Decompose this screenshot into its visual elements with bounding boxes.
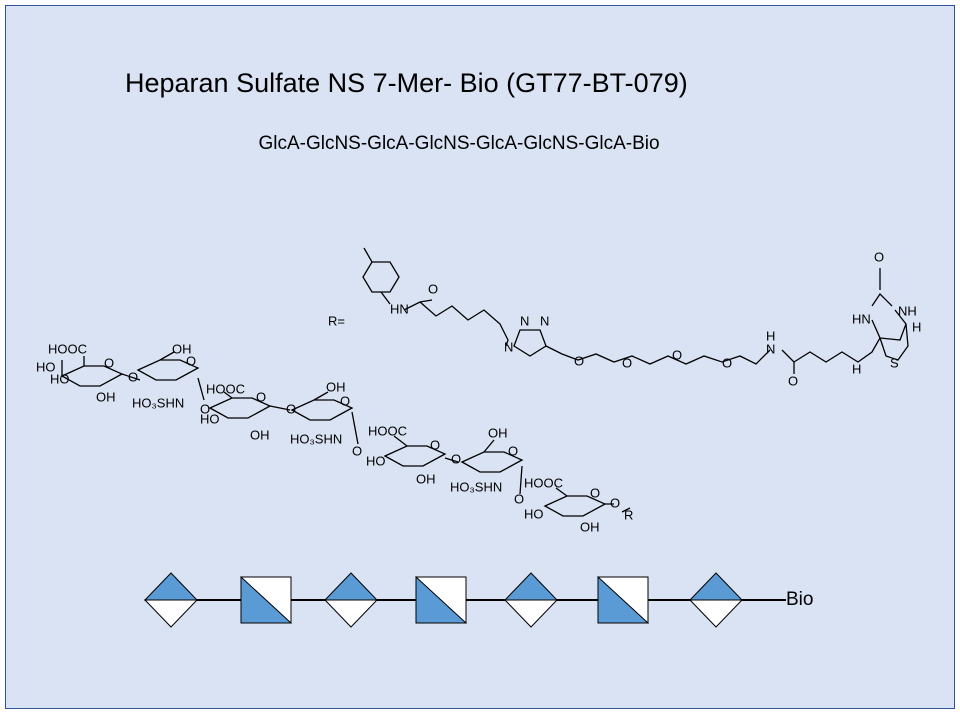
structure-label: O: [186, 353, 196, 368]
structure-label: O: [128, 369, 138, 384]
structure-label: O: [574, 353, 584, 368]
structure-label: OH: [488, 425, 508, 440]
square: [415, 575, 468, 624]
structure-label: HO: [36, 359, 56, 374]
structure-label: H: [912, 319, 921, 334]
structure-label: O: [428, 281, 438, 296]
oligosaccharide-structure: [61, 351, 631, 517]
structure-label: H: [852, 361, 861, 376]
structure-label: S: [890, 355, 899, 370]
linker-bonds: [363, 247, 909, 374]
square: [597, 575, 650, 624]
diamond: [143, 572, 199, 628]
structure-label: O: [508, 443, 518, 458]
structure-label: OH: [416, 471, 436, 486]
structure-label: HO₃SHN: [450, 479, 502, 494]
structure-label: O: [200, 401, 210, 416]
structure-label: O: [256, 389, 266, 404]
diamond: [503, 572, 559, 628]
structure-label: O: [451, 451, 461, 466]
structure-label: O: [430, 437, 440, 452]
structure-label: O: [352, 443, 362, 458]
structure-label: HOOC: [368, 423, 407, 438]
structure-label: OH: [326, 379, 346, 394]
structure-label: HN: [852, 311, 871, 326]
structure-label: O: [874, 249, 884, 264]
diamond: [323, 572, 379, 628]
structure-label: HO: [524, 506, 544, 521]
structure-label: HOOC: [206, 381, 245, 396]
structure-label: O: [672, 347, 682, 362]
subtitle: GlcA-GlcNS-GlcA-GlcNS-GlcA-GlcNS-GlcA-Bi…: [258, 133, 659, 154]
structure-label: O: [622, 355, 632, 370]
structure-label: O: [514, 491, 524, 506]
structure-label: N: [520, 313, 529, 328]
r-label: R=: [328, 313, 345, 328]
substituent-bonds: [61, 351, 568, 497]
symbol-chain: Bio: [143, 572, 813, 628]
bio-label: Bio: [786, 589, 813, 610]
structure-label: HOOC: [48, 341, 87, 356]
structure-label: OH: [96, 389, 116, 404]
structure-label: O: [286, 401, 296, 416]
structure-label: H: [766, 328, 775, 343]
structure-label: O: [610, 495, 620, 510]
structure-label: O: [722, 355, 732, 370]
structure-label: N: [540, 313, 549, 328]
structure-label: R: [624, 507, 633, 522]
structure-label: HO: [366, 453, 386, 468]
structure-label: N: [504, 339, 513, 354]
structure-label: O: [104, 355, 114, 370]
title: Heparan Sulfate NS 7-Mer- Bio (GT77-BT-0…: [125, 68, 688, 98]
structure-label: O: [788, 373, 798, 388]
structure-label: OH: [580, 519, 600, 534]
structure-label: HN: [390, 301, 409, 316]
structure-label: HOOC: [524, 475, 563, 490]
structure-label: HO₃SHN: [132, 395, 184, 410]
structure-label: O: [340, 393, 350, 408]
structure-label: O: [590, 485, 600, 500]
phenyl: [362, 261, 400, 293]
glycosidic-bonds: [121, 373, 631, 513]
triazole: [513, 329, 547, 357]
structure-label: HO₃SHN: [290, 431, 342, 446]
structure-label: HO: [50, 371, 70, 386]
structure-label: OH: [250, 427, 270, 442]
structure-label: OH: [172, 341, 192, 356]
linker-structure: [362, 247, 909, 374]
square: [240, 575, 293, 624]
structure-label: NH: [898, 303, 917, 318]
structure-label: HO: [200, 411, 220, 426]
structure-label: N: [766, 341, 775, 356]
diamond: [688, 572, 744, 628]
